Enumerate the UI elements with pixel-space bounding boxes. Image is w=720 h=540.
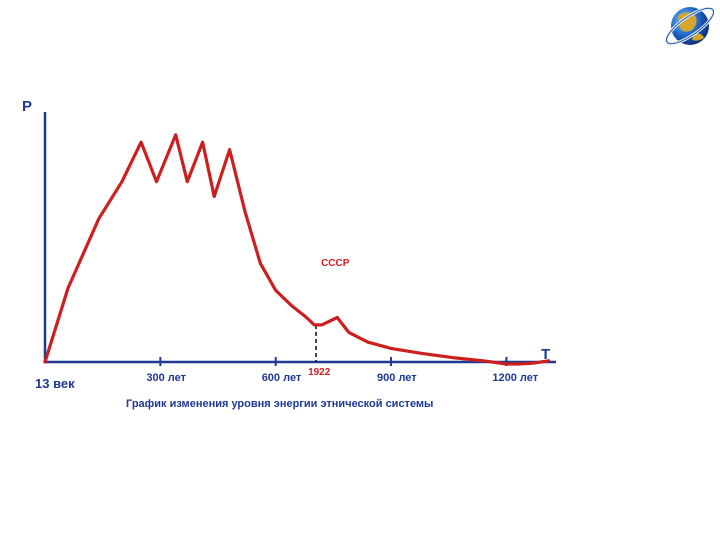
chart-caption: График изменения уровня энергии этническ… [126,398,433,410]
x-tick-label-1: 300 лет [146,372,186,384]
series-line [43,133,551,366]
x-tick-label-2: 600 лет [262,372,302,384]
annotation-ussr-label: СССР [321,258,350,269]
y-axis-label: P [22,98,32,115]
annotation-1922-label: 1922 [308,367,331,378]
x-tick-label-0: 13 век [35,376,75,391]
globe-logo-icon [664,6,716,46]
x-tick-label-4: 1200 лет [492,372,538,384]
x-tick-label-3: 900 лет [377,372,417,384]
x-axis-label: T [541,346,550,363]
